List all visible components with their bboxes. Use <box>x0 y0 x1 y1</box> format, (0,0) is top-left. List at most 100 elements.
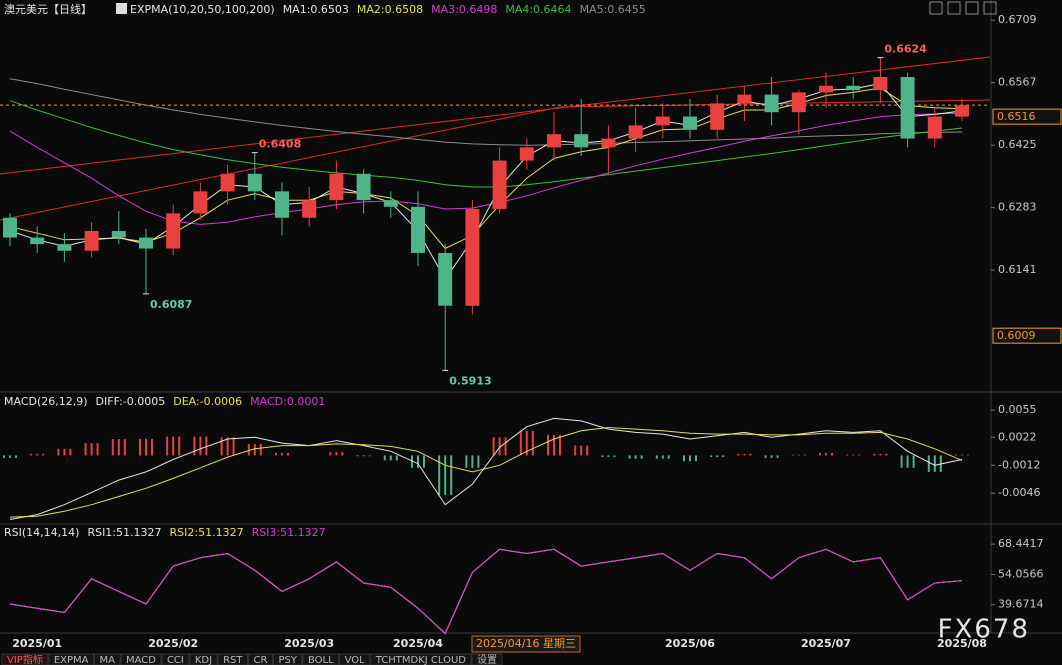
tab-label[interactable]: MACD <box>126 655 156 665</box>
y-tick-label: 68.4417 <box>998 537 1044 550</box>
tab-label[interactable]: 设置 <box>477 654 497 665</box>
y-tick-label: 0.6141 <box>998 263 1037 276</box>
panel-title: RSI(14,14,14) <box>4 526 79 539</box>
tab[interactable]: KDJ <box>189 653 218 665</box>
tab[interactable]: EXPMA <box>48 653 94 665</box>
candle-body <box>3 217 17 238</box>
tab-label[interactable]: CR <box>254 655 268 665</box>
candle-body <box>547 134 561 148</box>
legend-entry: RSI2:51.1327 <box>170 526 244 539</box>
candle-body <box>30 237 45 245</box>
candle-body <box>655 116 670 126</box>
tab[interactable]: CCI <box>161 653 190 665</box>
price-mark-label: 0.6516 <box>997 110 1036 123</box>
annotation: 0.6624 <box>884 43 927 56</box>
legend-entry: MA2:0.6508 <box>357 3 423 16</box>
indicator-name: EXPMA(10,20,50,100,200) <box>130 3 275 16</box>
tab[interactable]: PSY <box>272 653 303 665</box>
tab-label[interactable]: BOLL <box>308 655 334 665</box>
x-tick-label: 2025/06 <box>665 637 715 650</box>
tab[interactable]: RST <box>217 653 248 665</box>
tab[interactable]: VIP指标 <box>1 653 49 665</box>
tab-label[interactable]: EXPMA <box>54 655 89 665</box>
indicator-line <box>9 100 963 188</box>
y-tick-label: 39.6714 <box>998 598 1044 611</box>
legend-entry: DEA:-0.0006 <box>173 395 242 408</box>
candle-body <box>819 85 833 93</box>
indicator-line <box>9 426 963 518</box>
tab[interactable]: BOLL <box>302 653 340 665</box>
legend-entry: MACD:0.0001 <box>250 395 325 408</box>
tab-label[interactable]: TCHTMDKJ CLOUD <box>375 655 467 665</box>
tab-box[interactable] <box>471 653 503 665</box>
tab-box[interactable] <box>248 653 273 665</box>
tab-label[interactable]: CCI <box>167 655 184 665</box>
annotation: 0.6087 <box>150 298 192 311</box>
y-tick-label: -0.0012 <box>998 458 1040 471</box>
candle-body <box>356 173 371 201</box>
candle-body <box>873 76 888 91</box>
indicator-icon <box>116 3 127 14</box>
toolbar-icon[interactable] <box>965 1 979 15</box>
toolbar-icon[interactable] <box>983 1 997 15</box>
tab-box[interactable] <box>217 653 248 665</box>
candle-body <box>900 76 915 139</box>
cursor-label-box <box>471 635 581 653</box>
tab[interactable]: MACD <box>120 653 162 665</box>
indicator-line <box>9 78 963 146</box>
tab-box[interactable] <box>120 653 162 665</box>
candle-body <box>764 94 779 113</box>
candle-body <box>166 213 181 249</box>
tab[interactable]: TCHTMDKJ CLOUD <box>370 653 472 665</box>
candle-body <box>574 134 589 148</box>
candle-body <box>193 191 208 214</box>
tab[interactable]: 设置 <box>471 653 503 665</box>
candle-body <box>519 147 534 161</box>
x-tick-label: 2025/01 <box>12 637 62 650</box>
tab-box[interactable] <box>94 653 121 665</box>
tab[interactable]: CR <box>248 653 273 665</box>
tab-box[interactable] <box>339 653 371 665</box>
tab[interactable]: MA <box>94 653 121 665</box>
tab-box[interactable] <box>48 653 94 665</box>
tab-box[interactable] <box>189 653 218 665</box>
annotation: 0.5913 <box>449 374 491 387</box>
tab-box[interactable] <box>302 653 340 665</box>
toolbar[interactable] <box>929 1 997 15</box>
tab-label[interactable]: RST <box>223 655 243 665</box>
y-tick-label: 0.6567 <box>998 76 1037 89</box>
candle-body <box>111 230 126 238</box>
cursor-label: 2025/04/16 星期三 <box>476 637 576 650</box>
tab-box[interactable] <box>1 653 49 665</box>
tab[interactable]: VOL <box>339 653 371 665</box>
candle-body <box>302 200 317 218</box>
candle-body <box>737 94 752 104</box>
toolbar-icon[interactable] <box>929 1 943 15</box>
legend-entry: RSI1:51.1327 <box>87 526 161 539</box>
tab-label[interactable]: KDJ <box>195 655 212 665</box>
tab-box[interactable] <box>370 653 472 665</box>
y-tick-label: 54.0566 <box>998 567 1044 580</box>
candle-body <box>220 173 235 192</box>
panel-title: 澳元美元【日线】 <box>4 2 92 16</box>
candle-body <box>383 200 398 207</box>
tab-label[interactable]: MA <box>100 655 116 665</box>
candle-body <box>275 191 289 218</box>
candle-body <box>84 230 99 251</box>
price-mark-label: 0.6009 <box>997 329 1036 342</box>
tab-box[interactable] <box>272 653 303 665</box>
tab-label[interactable]: PSY <box>278 655 297 665</box>
tab-label[interactable]: VIP指标 <box>7 653 43 665</box>
panel-title: MACD(26,12,9) <box>4 395 88 408</box>
y-tick-label: 0.0055 <box>998 403 1037 416</box>
legend-entry: MA1:0.6503 <box>283 3 349 16</box>
toolbar-icon[interactable] <box>947 1 961 15</box>
watermark: FX678 <box>938 615 1030 645</box>
legend-entry: RSI3:51.1327 <box>252 526 326 539</box>
y-tick-label: 0.6709 <box>998 13 1037 26</box>
annotation: 0.6408 <box>259 138 301 151</box>
tab-label[interactable]: VOL <box>345 655 366 665</box>
candle-body <box>791 92 806 113</box>
price-mark-box <box>992 108 1062 125</box>
tab-box[interactable] <box>161 653 190 665</box>
